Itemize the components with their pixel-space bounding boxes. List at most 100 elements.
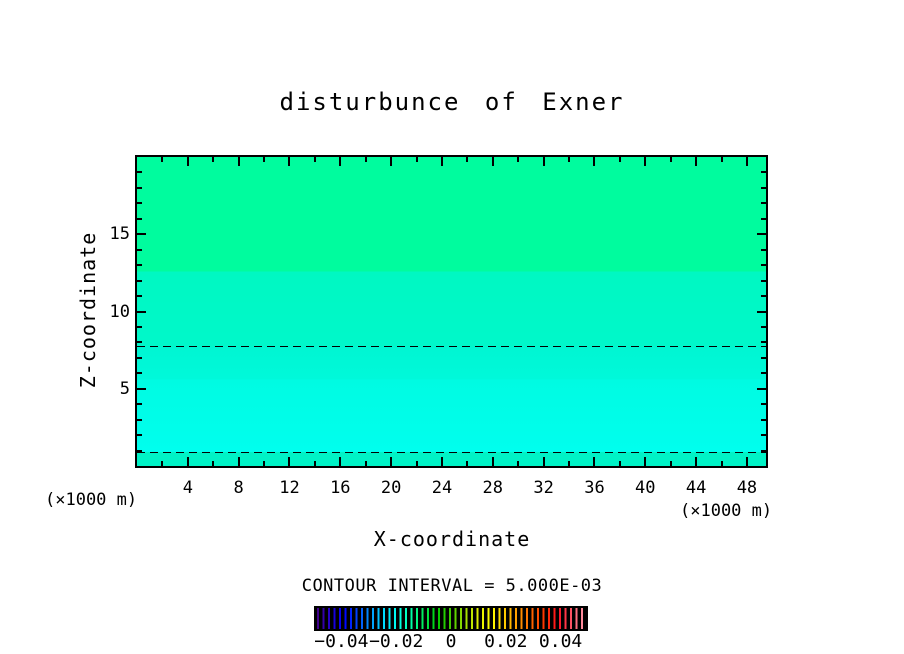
colorbar-tick-label: −0.04 [314, 631, 369, 652]
x-axis-tick-label: 36 [584, 478, 605, 498]
x-axis-tick-label: 16 [330, 478, 351, 498]
y-axis-tick-left [137, 311, 146, 313]
x-axis-tick-top [619, 157, 621, 162]
x-axis-tick-top [670, 157, 672, 162]
x-axis-tick-top [593, 157, 595, 166]
x-axis-tick-bottom [288, 457, 290, 466]
y-axis-tick-right [761, 403, 766, 405]
y-axis-tick-right [757, 388, 766, 390]
x-axis-tick-top [644, 157, 646, 166]
x-axis-tick-bottom [238, 457, 240, 466]
x-axis-tick-top [161, 157, 163, 162]
x-axis-tick-bottom [517, 461, 519, 466]
contour-interval-text: CONTOUR INTERVAL = 5.000E-03 [301, 576, 603, 596]
x-axis-tick-bottom [416, 461, 418, 466]
y-axis-tick-left [137, 295, 142, 297]
y-axis-tick-right [761, 372, 766, 374]
y-axis-tick-left [137, 372, 142, 374]
x-axis-tick-bottom [365, 461, 367, 466]
x-axis-tick-top [365, 157, 367, 162]
x-axis-tick-bottom [695, 457, 697, 466]
y-axis-tick-left [137, 280, 142, 282]
y-axis-tick-right [761, 434, 766, 436]
y-axis-tick-right [761, 249, 766, 251]
x-axis-tick-top [695, 157, 697, 166]
y-axis-tick-left [137, 450, 142, 452]
y-axis-tick-right [761, 326, 766, 328]
x-axis-tick-bottom [644, 457, 646, 466]
x-axis-tick-bottom [593, 457, 595, 466]
chart-title: disturbunce of Exner [279, 88, 625, 116]
y-axis-unit-note: (×1000 m) [45, 490, 138, 510]
x-axis-tick-bottom [746, 457, 748, 466]
y-axis-tick-right [761, 171, 766, 173]
x-axis-tick-bottom [543, 457, 545, 466]
y-axis-tick-left [137, 218, 142, 220]
x-axis-tick-top [746, 157, 748, 166]
y-axis-tick-right [761, 280, 766, 282]
y-axis-tick-left [137, 249, 142, 251]
y-axis-tick-right [761, 202, 766, 204]
y-axis-tick-left [137, 264, 142, 266]
x-axis-tick-bottom [721, 461, 723, 466]
x-axis-tick-top [187, 157, 189, 166]
y-axis-tick-left [137, 202, 142, 204]
y-axis-tick-left [137, 357, 142, 359]
x-axis-tick-bottom [187, 457, 189, 466]
x-axis-tick-top [238, 157, 240, 166]
x-axis-tick-label: 32 [533, 478, 554, 498]
x-axis-tick-label: 20 [380, 478, 402, 498]
x-axis-tick-bottom [670, 461, 672, 466]
y-axis-tick-left [137, 403, 142, 405]
y-axis-tick-left [137, 171, 142, 173]
y-axis-tick-right [761, 357, 766, 359]
colorbar-tick-label: 0.02 [484, 631, 528, 652]
y-axis-tick-right [757, 233, 766, 235]
x-axis-tick-top [466, 157, 468, 162]
x-axis-tick-top [517, 157, 519, 162]
y-axis-tick-left [137, 233, 146, 235]
x-axis-tick-bottom [568, 461, 570, 466]
dashed-contour-line [137, 452, 766, 453]
x-axis-tick-label: 8 [233, 478, 244, 498]
y-axis-tick-right [761, 187, 766, 189]
y-axis-tick-label: 10 [109, 301, 130, 322]
y-axis-tick-label: 15 [109, 224, 130, 245]
colorbar-tick-label: 0 [445, 631, 457, 652]
x-axis-tick-label: 28 [482, 478, 504, 498]
colorbar [314, 606, 588, 631]
y-axis-tick-right [761, 218, 766, 220]
x-axis-tick-top [416, 157, 418, 162]
x-axis-tick-label: 12 [279, 478, 300, 498]
x-axis-label: X-coordinate [373, 527, 531, 551]
y-axis-tick-left [137, 326, 142, 328]
x-axis-tick-label: 24 [431, 478, 453, 498]
x-axis-tick-top [314, 157, 316, 162]
x-axis-tick-bottom [390, 457, 392, 466]
y-axis-tick-right [761, 295, 766, 297]
x-axis-tick-top [339, 157, 341, 166]
y-axis-tick-right [757, 311, 766, 313]
x-axis-tick-top [492, 157, 494, 166]
y-axis-tick-right [761, 264, 766, 266]
x-axis-tick-bottom [161, 461, 163, 466]
y-axis-tick-label: 5 [119, 378, 130, 399]
x-axis-unit-note: (×1000 m) [680, 501, 773, 521]
plot-area [135, 155, 768, 468]
x-axis-tick-bottom [619, 461, 621, 466]
x-axis-tick-top [441, 157, 443, 166]
dashed-contour-line [137, 346, 766, 347]
y-axis-tick-left [137, 341, 142, 343]
x-axis-tick-bottom [441, 457, 443, 466]
x-axis-tick-label: 48 [736, 478, 758, 498]
x-axis-tick-bottom [492, 457, 494, 466]
x-axis-tick-bottom [339, 457, 341, 466]
x-axis-tick-top [390, 157, 392, 166]
x-axis-tick-top [721, 157, 723, 162]
x-axis-tick-top [263, 157, 265, 162]
x-axis-tick-bottom [212, 461, 214, 466]
colorbar-tick-label: −0.02 [369, 631, 424, 652]
x-axis-tick-label: 4 [182, 478, 193, 498]
y-axis-tick-right [761, 450, 766, 452]
